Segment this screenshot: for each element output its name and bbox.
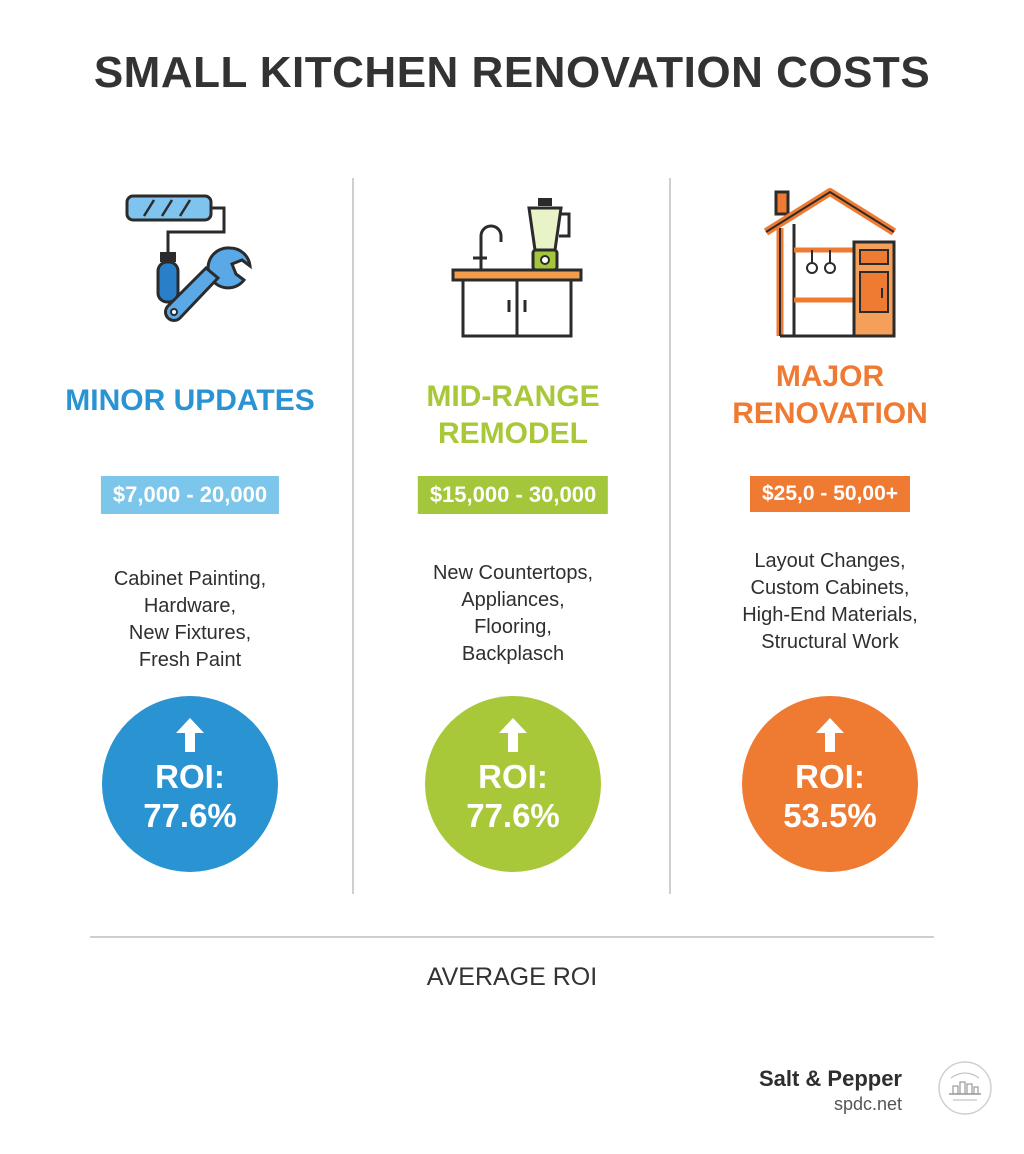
average-roi-label: AVERAGE ROI [426, 963, 598, 991]
feature-item: Hardware, [143, 595, 237, 617]
footer-divider [90, 936, 934, 938]
roi-value: 53.5% [783, 797, 877, 834]
feature-item: New Countertops, [432, 562, 594, 584]
price-range-badge: $15,000 - 30,000 [417, 476, 609, 514]
roi-label: ROI: [795, 758, 865, 795]
brand-url: spdc.net [833, 1094, 902, 1114]
roi-label: ROI: [478, 758, 548, 795]
paint-roller-wrench-icon [110, 180, 270, 340]
feature-item: Backplasch [461, 643, 565, 665]
brand-block: Salt & Pepper spdc.net [759, 1066, 902, 1115]
feature-list: New Countertops, Appliances, Flooring, B… [353, 560, 673, 668]
roi-value: 77.6% [466, 797, 560, 834]
tier-heading: MID-RANGE REMODEL [353, 378, 673, 452]
feature-item: Layout Changes, [754, 550, 906, 572]
feature-item: New Fixtures, [128, 622, 252, 644]
feature-item: Cabinet Painting, [113, 568, 267, 590]
feature-list: Layout Changes, Custom Cabinets, High-En… [670, 548, 990, 656]
tier-heading: MINOR UPDATES [65, 384, 315, 417]
roi-value: 77.6% [143, 797, 237, 834]
salt-pepper-construction-logo-icon [937, 1060, 993, 1116]
feature-item: Flooring, [474, 616, 552, 638]
house-kitchen-icon [750, 180, 910, 340]
page-title: SMALL KITCHEN RENOVATION COSTS [93, 48, 931, 97]
price-range-badge: $7,000 - 20,000 [100, 476, 280, 514]
feature-item: Custom Cabinets, [750, 577, 910, 599]
column-divider [352, 178, 354, 894]
feature-item: High-End Materials, [742, 604, 918, 626]
roi-badge: ROI: 77.6% [102, 696, 278, 872]
column-divider [669, 178, 671, 894]
price-range-badge: $25,0 - 50,00+ [749, 476, 911, 512]
roi-badge: ROI: 77.6% [425, 696, 601, 872]
feature-item: Structural Work [761, 631, 899, 653]
feature-list: Cabinet Painting, Hardware, New Fixtures… [30, 566, 350, 674]
column-major-renovation: MAJOR RENOVATION $25,0 - 50,00+ Layout C… [670, 170, 990, 890]
tier-heading: MAJOR RENOVATION [670, 358, 990, 432]
feature-item: Appliances, [461, 589, 565, 611]
tier-heading-line: MID-RANGE [426, 380, 600, 413]
arrow-up-icon [176, 718, 204, 752]
roi-label: ROI: [155, 758, 225, 795]
tier-heading-line: REMODEL [438, 417, 588, 450]
tier-heading-line: MAJOR [775, 360, 885, 393]
kitchen-counter-blender-icon [433, 180, 593, 340]
tier-heading-line: RENOVATION [732, 397, 928, 430]
roi-badge: ROI: 53.5% [742, 696, 918, 872]
brand-name: Salt & Pepper [758, 1066, 902, 1091]
arrow-up-icon [499, 718, 527, 752]
column-minor-updates: MINOR UPDATES $7,000 - 20,000 Cabinet Pa… [30, 170, 350, 890]
column-mid-range-remodel: MID-RANGE REMODEL $15,000 - 30,000 New C… [353, 170, 673, 890]
feature-item: Fresh Paint [138, 649, 242, 671]
arrow-up-icon [816, 718, 844, 752]
